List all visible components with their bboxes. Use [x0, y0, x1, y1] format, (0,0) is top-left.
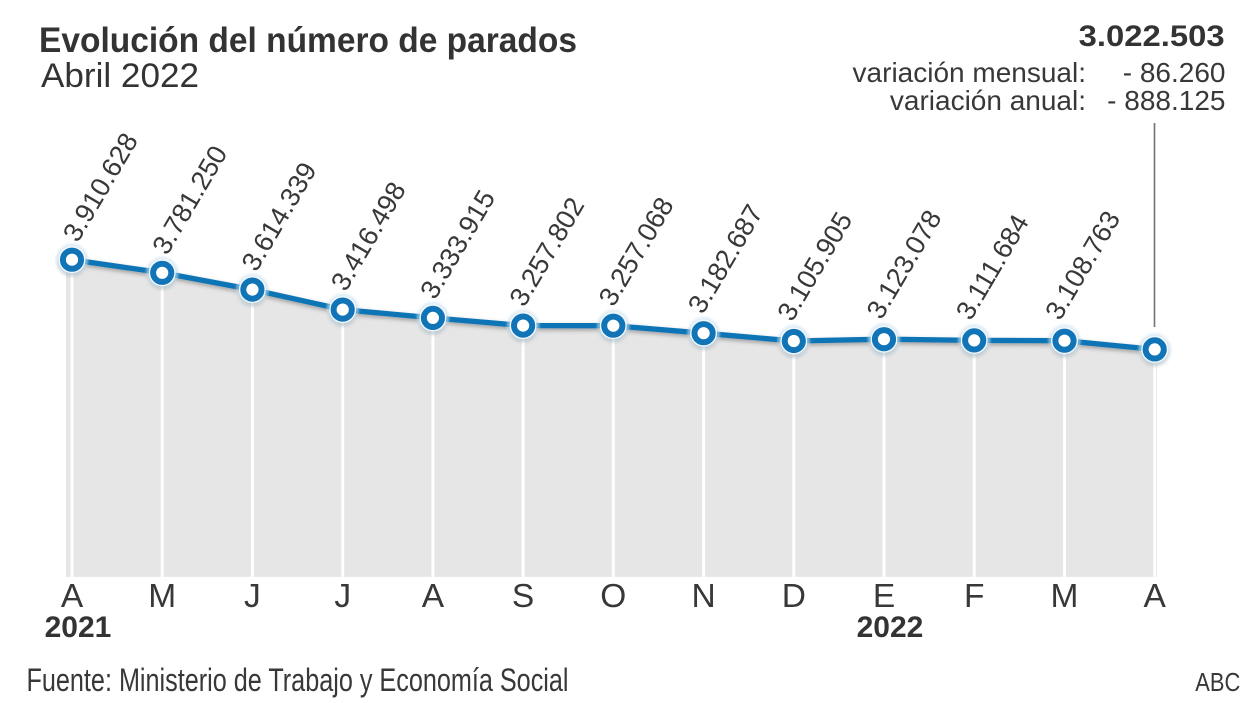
svg-text:variación mensual:: variación mensual:: [853, 57, 1086, 88]
svg-text:Evolución del número de parado: Evolución del número de parados: [39, 21, 577, 60]
svg-text:Fuente: Ministerio de Trabajo: Fuente: Ministerio de Trabajo y Economía…: [27, 662, 569, 698]
svg-text:J: J: [334, 578, 351, 615]
svg-text:N: N: [691, 578, 715, 615]
svg-text:2021: 2021: [45, 611, 112, 644]
svg-text:S: S: [512, 578, 534, 615]
svg-text:2022: 2022: [857, 611, 924, 644]
svg-text:J: J: [244, 578, 261, 615]
svg-text:A: A: [1144, 578, 1167, 615]
svg-text:O: O: [600, 578, 626, 615]
svg-text:D: D: [782, 578, 806, 615]
svg-text:A: A: [422, 578, 445, 615]
svg-text:ABC: ABC: [1195, 667, 1240, 697]
svg-text:F: F: [964, 578, 984, 615]
svg-text:3.022.503: 3.022.503: [1079, 20, 1225, 53]
svg-text:Abril 2022: Abril 2022: [41, 57, 199, 95]
svg-text:variación anual:: variación anual:: [890, 85, 1086, 116]
svg-text:- 86.260: - 86.260: [1123, 57, 1226, 88]
svg-text:M: M: [1051, 578, 1079, 615]
svg-text:E: E: [873, 578, 895, 615]
svg-text:M: M: [148, 578, 176, 615]
svg-text:- 888.125: - 888.125: [1107, 85, 1225, 116]
svg-text:A: A: [61, 578, 84, 615]
